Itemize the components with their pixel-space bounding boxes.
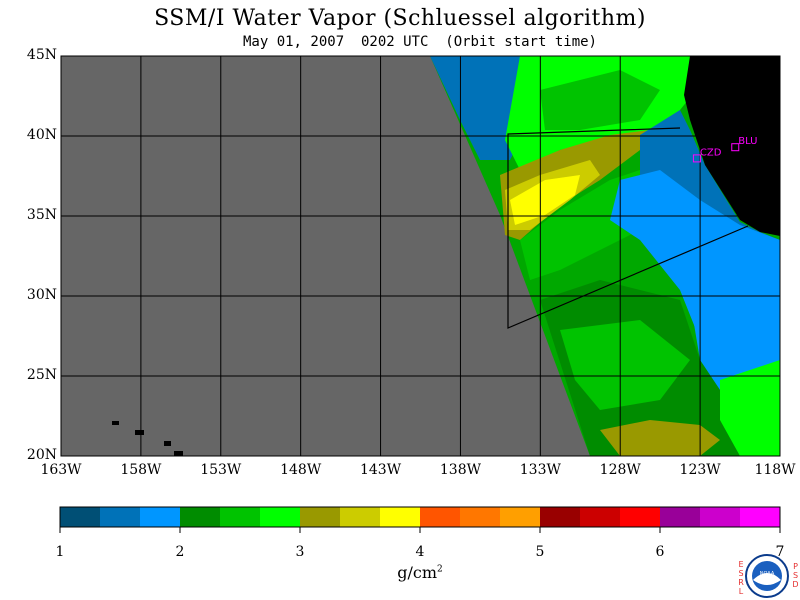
swath-yellow-band	[510, 175, 580, 225]
colorbar-unit: g/cm2	[397, 563, 443, 582]
colorbar-swatch	[100, 507, 140, 527]
latitude-label: 45N	[26, 47, 57, 63]
noaa-logo-bird	[753, 573, 781, 585]
colorbar-swatch	[340, 507, 380, 527]
colorbar-swatch	[220, 507, 260, 527]
longitude-label: 143W	[359, 462, 402, 478]
latitude-label: 20N	[26, 447, 57, 463]
station-label-czd: CZD	[700, 147, 722, 158]
latitude-label: 30N	[26, 287, 57, 303]
longitude-label: 153W	[200, 462, 242, 478]
longitude-label: 148W	[280, 462, 322, 478]
stations-layer: CZD BLU	[692, 136, 758, 163]
colorbar-swatch	[180, 507, 220, 527]
swath-green-mid	[520, 170, 640, 280]
colorbar-swatch	[460, 507, 500, 527]
longitude-label: 128W	[599, 462, 641, 478]
colorbar-swatch	[60, 507, 100, 527]
colorbar-label: 1	[55, 544, 65, 560]
colorbar-label: 3	[295, 544, 305, 560]
longitude-label: 118W	[754, 462, 796, 478]
grid-lines	[61, 56, 780, 456]
swath-olive-south	[600, 420, 720, 456]
swath-lightgreen	[540, 70, 660, 130]
hawaii-island	[112, 421, 119, 425]
hawaii-island	[135, 430, 144, 435]
noaa-logo-text: NOAA	[760, 571, 775, 577]
longitude-label: 158W	[120, 462, 162, 478]
colorbar-swatch	[660, 507, 700, 527]
colorbar-label: 2	[175, 544, 185, 560]
colorbar-swatch	[700, 507, 740, 527]
station-marker-blu	[731, 143, 740, 152]
colorbar-swatch	[580, 507, 620, 527]
colorbar-label: 4	[415, 544, 425, 560]
station-marker-czd	[692, 154, 701, 163]
swath-lime-southeast	[720, 360, 780, 456]
colorbar	[59, 506, 781, 533]
colorbar-swatch	[740, 507, 780, 527]
colorbar-label: 5	[535, 544, 545, 560]
colorbar-swatch	[540, 507, 580, 527]
swath-lightgreen-south	[560, 320, 690, 410]
colorbar-swatch	[300, 507, 340, 527]
colorbar-label: 6	[655, 544, 665, 560]
colorbar-swatch	[420, 507, 460, 527]
chart-subtitle: May 01, 2007 0202 UTC (Orbit start time)	[242, 34, 597, 50]
colorbar-label: 7	[775, 544, 785, 560]
station-label-blu: BLU	[738, 136, 757, 147]
hawaii-island	[174, 451, 183, 456]
longitude-label: 123W	[679, 462, 721, 478]
colorbar-swatch	[380, 507, 420, 527]
latitude-label: 35N	[26, 207, 57, 223]
colorbar-swatch	[620, 507, 660, 527]
colorbar-swatch	[140, 507, 180, 527]
latitude-label: 40N	[26, 127, 57, 143]
hawaii-island	[164, 441, 171, 446]
longitude-label: 133W	[519, 462, 561, 478]
swath-blue-east	[690, 290, 780, 390]
longitude-label: 138W	[439, 462, 481, 478]
longitude-label: 163W	[40, 462, 82, 478]
colorbar-swatch	[500, 507, 540, 527]
sector-outline	[507, 127, 749, 329]
swath-blue-north	[430, 56, 530, 160]
map-border	[60, 55, 781, 457]
colorbar-swatch	[260, 507, 300, 527]
latitude-label: 25N	[26, 367, 57, 383]
chart-title: SSM/I Water Vapor (Schluessel algorithm)	[154, 6, 646, 31]
